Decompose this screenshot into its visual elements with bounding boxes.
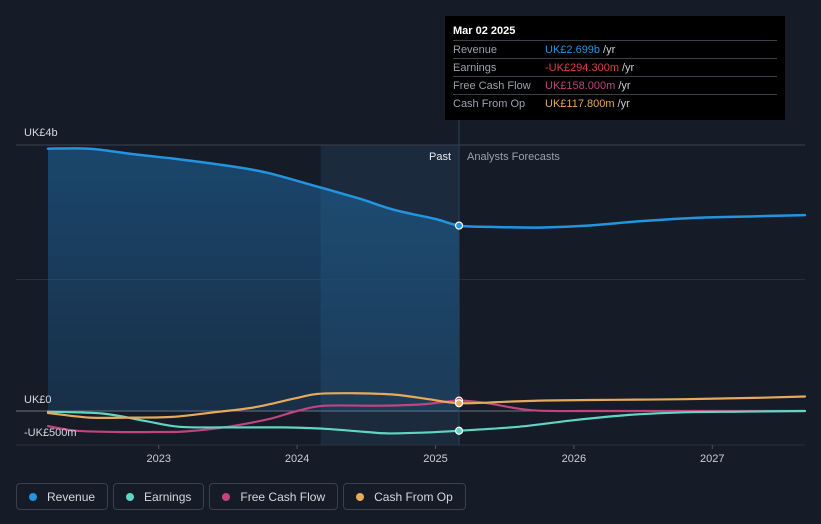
earnings-line (46, 409, 807, 435)
x-axis-ticks: 2023 2024 2025 2026 2027 (146, 445, 725, 465)
tooltip-row-value: UK£158.000m (545, 79, 616, 92)
tooltip-row-value: UK£117.800m (545, 97, 615, 110)
legend-item-revenue[interactable]: Revenue (16, 483, 109, 510)
tooltip-row-unit: /yr (603, 43, 616, 56)
earnings-marker (454, 426, 464, 435)
past-label: Past (429, 151, 451, 163)
legend-label: Earnings (144, 489, 192, 504)
legend-item-cash-from-op[interactable]: Cash From Op (343, 483, 466, 510)
x-tick-label: 2027 (700, 453, 724, 465)
revenue-marker (454, 221, 464, 230)
legend-dot-icon (29, 492, 37, 501)
cash-from-op-line (46, 392, 807, 420)
free-cash-flow-line (46, 399, 807, 434)
revenue-line (46, 147, 807, 229)
tooltip-row-value: -UK£294.300m (545, 61, 619, 74)
tooltip-date: Mar 02 2025 (453, 25, 516, 37)
revenue-area (48, 148, 459, 412)
legend: Revenue Earnings Free Cash Flow Cash From O… (16, 483, 466, 510)
tooltip-row: Cash From Op UK£117.800m/yr (453, 94, 777, 112)
series-lines (46, 147, 807, 435)
forecast-label: Analysts Forecasts (467, 151, 560, 163)
legend-item-free-cash-flow[interactable]: Free Cash Flow (209, 483, 339, 510)
legend-label: Revenue (47, 489, 96, 504)
x-tick-label: 2025 (423, 453, 447, 465)
tooltip-row-unit: /yr (617, 97, 630, 110)
tooltip-rows: Revenue UK£2.699b/yr Earnings -UK£294.300m /… (453, 40, 777, 112)
tooltip-row-label: Cash From Op (453, 97, 526, 110)
x-tick-label: 2023 (146, 453, 170, 465)
y-tick-label: UK£0 (24, 394, 52, 406)
tooltip: Mar 02 2025 Revenue UK£2.699b/yr Earnings -… (445, 16, 785, 120)
tooltip-row-unit: /yr (618, 79, 631, 92)
tooltip-row-label: Revenue (453, 43, 498, 56)
y-tick-label: UK£4b (24, 127, 58, 139)
x-tick-label: 2024 (285, 453, 309, 465)
legend-dot-icon (126, 492, 135, 501)
series-markers (454, 221, 464, 435)
tooltip-row: Free Cash Flow UK£158.000m/yr (453, 76, 777, 94)
tooltip-row-label: Free Cash Flow (453, 79, 531, 92)
tooltip-row-label: Earnings (453, 61, 497, 74)
tooltip-row: Revenue UK£2.699b/yr (453, 40, 777, 58)
legend-label: Free Cash Flow (240, 489, 326, 504)
tooltip-row-unit: /yr (622, 61, 635, 74)
legend-dot-icon (222, 492, 231, 501)
tooltip-row: Earnings -UK£294.300m/yr (453, 58, 777, 76)
tooltip-row-value: UK£2.699b (545, 43, 601, 56)
y-axis-ticks: UK£4b UK£0 -UK£500m (24, 127, 77, 439)
y-tick-label: -UK£500m (24, 427, 77, 439)
x-tick-label: 2026 (562, 453, 586, 465)
legend-label: Cash From Op (374, 489, 453, 504)
legend-item-earnings[interactable]: Earnings (113, 483, 205, 510)
legend-dot-icon (356, 492, 365, 501)
cash-from-op-marker (454, 399, 464, 408)
